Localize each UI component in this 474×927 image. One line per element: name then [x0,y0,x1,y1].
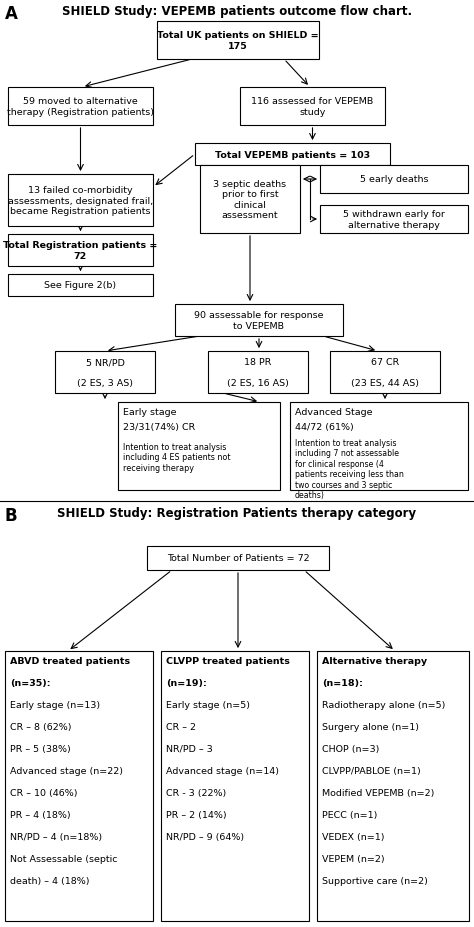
Bar [147,546,329,570]
Bar [175,305,343,337]
Text: Total VEPEMB patients = 103: Total VEPEMB patients = 103 [215,150,370,159]
Text: 23/31(74%) CR: 23/31(74%) CR [123,423,195,432]
Text: 5 early deaths: 5 early deaths [360,175,428,184]
Text: PECC (n=1): PECC (n=1) [322,810,377,819]
Text: Advanced stage (n=22): Advanced stage (n=22) [10,767,123,775]
Text: CR – 8 (62%): CR – 8 (62%) [10,722,72,731]
Text: NR/PD – 3: NR/PD – 3 [166,744,213,753]
Text: SHIELD Study: VEPEMB patients outcome flow chart.: SHIELD Study: VEPEMB patients outcome fl… [62,5,412,18]
Bar [240,88,385,126]
Text: 67 CR

(23 ES, 44 AS): 67 CR (23 ES, 44 AS) [351,358,419,387]
Text: CLVPP/PABLOE (n=1): CLVPP/PABLOE (n=1) [322,767,421,775]
Text: 5 NR/PD

(2 ES, 3 AS): 5 NR/PD (2 ES, 3 AS) [77,358,133,387]
Text: 13 failed co-morbidity
assessments, designated frail,
became Registration patien: 13 failed co-morbidity assessments, desi… [8,186,153,216]
Text: 5 withdrawn early for
alternative therapy: 5 withdrawn early for alternative therap… [343,210,445,230]
Text: 3 septic deaths
prior to first
clinical
assessment: 3 septic deaths prior to first clinical … [213,180,287,220]
Text: See Figure 2(b): See Figure 2(b) [45,281,117,290]
Text: Radiotherapy alone (n=5): Radiotherapy alone (n=5) [322,700,446,709]
Text: Advanced stage (n=14): Advanced stage (n=14) [166,767,279,775]
Text: 59 moved to alternative
therapy (Registration patients): 59 moved to alternative therapy (Registr… [7,97,154,117]
Text: Supportive care (n=2): Supportive care (n=2) [322,876,428,885]
Bar [8,235,153,267]
Bar [317,652,469,921]
Bar [330,351,440,394]
Text: Total Registration patients =
72: Total Registration patients = 72 [3,241,158,260]
Bar [208,351,308,394]
Text: 90 assessable for response
to VEPEMB: 90 assessable for response to VEPEMB [194,311,324,330]
Text: 44/72 (61%): 44/72 (61%) [295,423,354,432]
Text: VEDEX (n=1): VEDEX (n=1) [322,832,384,841]
Bar [195,144,390,166]
Bar [5,652,153,921]
Text: 18 PR

(2 ES, 16 AS): 18 PR (2 ES, 16 AS) [227,358,289,387]
Text: Alternative therapy: Alternative therapy [322,656,427,666]
Text: Intention to treat analysis
including 7 not assessable
for clinical response (4
: Intention to treat analysis including 7 … [295,438,404,500]
Text: Early stage (n=13): Early stage (n=13) [10,700,100,709]
Text: Advanced Stage: Advanced Stage [295,408,373,416]
Text: CLVPP treated patients: CLVPP treated patients [166,656,290,666]
Text: ABVD treated patients: ABVD treated patients [10,656,130,666]
Text: (n=35):: (n=35): [10,679,51,687]
Text: CR – 10 (46%): CR – 10 (46%) [10,788,78,797]
Text: Not Assessable (septic: Not Assessable (septic [10,854,118,863]
Bar [320,166,468,194]
Bar [157,22,319,60]
Bar [8,88,153,126]
Text: A: A [5,5,18,23]
Bar [55,351,155,394]
Text: Total Number of Patients = 72: Total Number of Patients = 72 [167,554,310,563]
Bar [320,206,468,234]
Text: VEPEM (n=2): VEPEM (n=2) [322,854,384,863]
Text: CHOP (n=3): CHOP (n=3) [322,744,379,753]
Text: 116 assessed for VEPEMB
study: 116 assessed for VEPEMB study [251,97,374,117]
Bar [118,402,280,490]
Text: Surgery alone (n=1): Surgery alone (n=1) [322,722,419,731]
Text: Modified VEPEMB (n=2): Modified VEPEMB (n=2) [322,788,434,797]
Text: Early stage: Early stage [123,408,176,416]
Text: (n=19):: (n=19): [166,679,207,687]
Text: NR/PD – 9 (64%): NR/PD – 9 (64%) [166,832,244,841]
Text: death) – 4 (18%): death) – 4 (18%) [10,876,90,885]
Bar [161,652,309,921]
Bar [200,166,300,234]
Text: NR/PD – 4 (n=18%): NR/PD – 4 (n=18%) [10,832,102,841]
Text: PR – 5 (38%): PR – 5 (38%) [10,744,71,753]
Text: CR – 2: CR – 2 [166,722,196,731]
Text: SHIELD Study: Registration Patients therapy category: SHIELD Study: Registration Patients ther… [57,506,417,519]
Text: B: B [5,506,18,525]
Text: Intention to treat analysis
including 4 ES patients not
receiving therapy: Intention to treat analysis including 4 … [123,442,230,472]
Text: Early stage (n=5): Early stage (n=5) [166,700,250,709]
Bar [290,402,468,490]
Text: CR - 3 (22%): CR - 3 (22%) [166,788,226,797]
Text: PR – 2 (14%): PR – 2 (14%) [166,810,227,819]
Text: (n=18):: (n=18): [322,679,363,687]
Text: PR – 4 (18%): PR – 4 (18%) [10,810,71,819]
Bar [8,175,153,227]
Text: Total UK patients on SHIELD =
175: Total UK patients on SHIELD = 175 [157,32,319,51]
Bar [8,274,153,297]
